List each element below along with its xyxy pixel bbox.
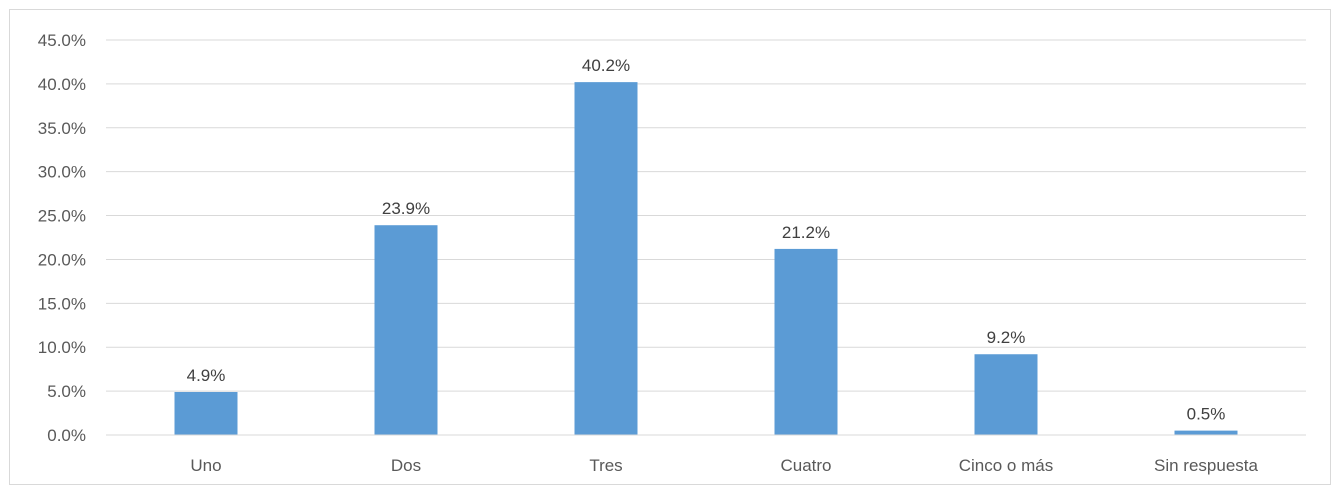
data-label: 40.2% xyxy=(582,56,630,75)
y-tick-label: 15.0% xyxy=(38,294,86,313)
y-tick-label: 5.0% xyxy=(47,382,86,401)
y-tick-label: 45.0% xyxy=(38,31,86,50)
data-label: 0.5% xyxy=(1187,405,1226,424)
bar-cinco-o-más xyxy=(974,354,1038,435)
y-tick-label: 20.0% xyxy=(38,250,86,269)
bar-uno xyxy=(174,391,238,435)
bar-tres xyxy=(574,82,638,435)
x-axis-category-labels: Uno Dos Tres Cuatro Cinco o más Sin respuesta xyxy=(190,456,1258,475)
bar-sin-respuesta xyxy=(1174,430,1238,435)
data-label: 4.9% xyxy=(187,366,226,385)
y-tick-label: 25.0% xyxy=(38,207,86,226)
data-labels: 4.9% 23.9% 40.2% 21.2% 9.2% 0.5% xyxy=(187,56,1226,423)
category-label: Sin respuesta xyxy=(1154,456,1258,475)
bars xyxy=(174,82,1238,435)
gridlines xyxy=(106,39,1306,392)
data-label: 21.2% xyxy=(782,223,830,242)
y-tick-label: 40.0% xyxy=(38,75,86,94)
data-label: 9.2% xyxy=(987,328,1026,347)
bar-cuatro xyxy=(774,248,838,435)
category-label: Cuatro xyxy=(780,456,831,475)
y-tick-label: 0.0% xyxy=(47,426,86,445)
y-axis-tick-labels: 0.0% 5.0% 10.0% 15.0% 20.0% 25.0% 30.0% 35.0% 40… xyxy=(38,31,86,445)
data-label: 23.9% xyxy=(382,199,430,218)
y-tick-label: 10.0% xyxy=(38,338,86,357)
y-tick-label: 30.0% xyxy=(38,163,86,182)
bar-dos xyxy=(374,225,438,435)
y-tick-label: 35.0% xyxy=(38,119,86,138)
category-label: Tres xyxy=(589,456,622,475)
category-label: Cinco o más xyxy=(959,456,1053,475)
category-label: Uno xyxy=(190,456,221,475)
category-label: Dos xyxy=(391,456,421,475)
